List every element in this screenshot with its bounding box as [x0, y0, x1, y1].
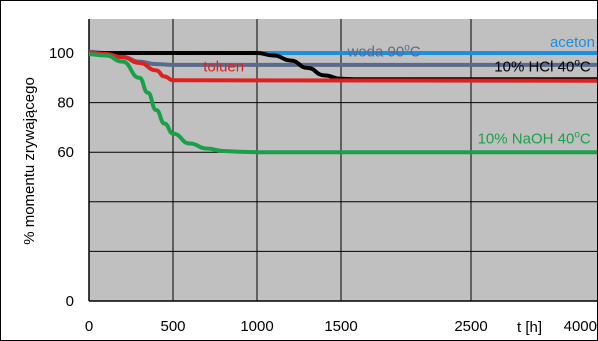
- x-tick-label: 1500: [324, 318, 357, 335]
- x-tick-label: 2500: [454, 318, 487, 335]
- series-label: 10% HCl 40oC: [494, 58, 591, 76]
- y-axis-label: % momentu zrywającego: [21, 77, 38, 245]
- series-label: woda 90oC: [347, 43, 421, 61]
- x-axis-label: t [h]: [517, 319, 542, 336]
- tick-labels: 0 500 1000 1500 2500 4000 0 60 80 100: [49, 45, 597, 335]
- series-labels: aceton woda 90oC 10% HCl 40oC toluen 10% NaO…: [203, 34, 595, 148]
- x-tick-label: 4000: [564, 318, 597, 335]
- series-label: aceton: [550, 34, 595, 51]
- series-line-toluen: [88, 50, 597, 83]
- x-tick-label: 1000: [240, 318, 273, 335]
- y-tick-label: 60: [57, 144, 74, 161]
- y-tick-label: 0: [66, 293, 74, 310]
- y-tick-label: 100: [49, 45, 74, 62]
- series-label: toluen: [203, 59, 244, 76]
- y-tick-label: 80: [57, 95, 74, 112]
- series-line-10-naoh-40-c: [88, 52, 597, 155]
- x-tick-label: 500: [160, 318, 185, 335]
- series-label: 10% NaOH 40oC: [478, 130, 591, 148]
- x-tick-label: 0: [85, 318, 93, 335]
- series-lines: [88, 49, 597, 155]
